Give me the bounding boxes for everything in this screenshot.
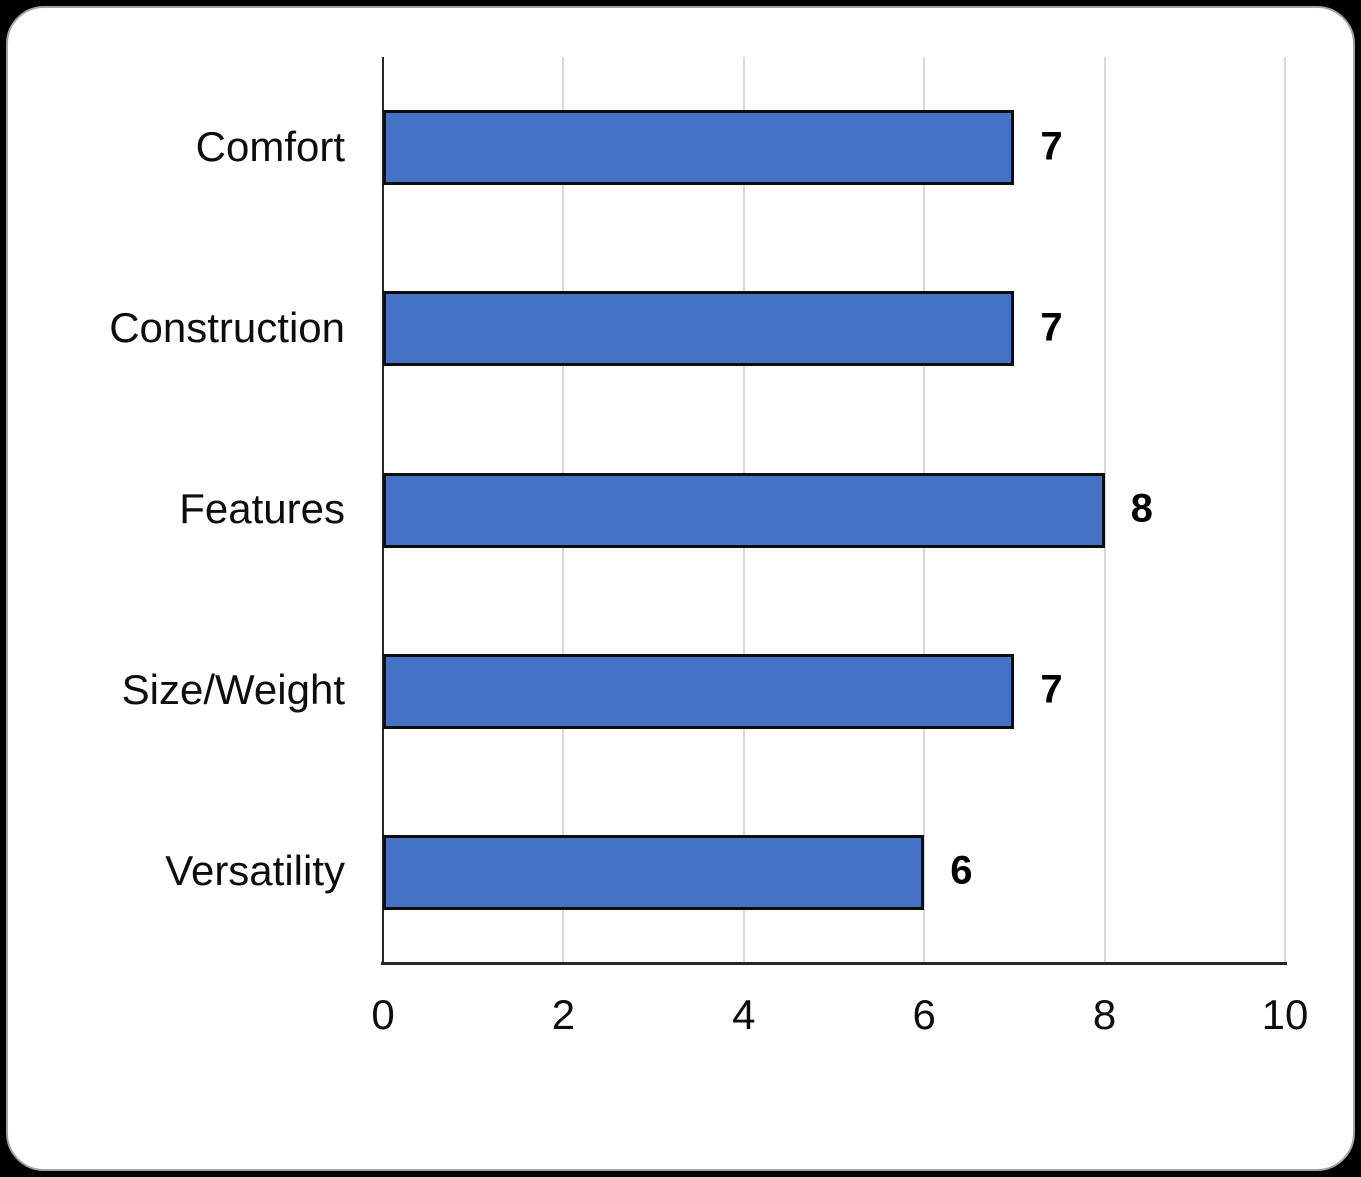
x-axis-tick-labels: 0 2 4 6 8 10 (371, 991, 1308, 1051)
category-label: Construction (109, 303, 345, 351)
chart-card: 7 7 8 7 6 Comfort Construction Features Size/We… (6, 6, 1355, 1171)
category-label: Comfort (195, 122, 345, 170)
bar-value-label: 6 (950, 848, 973, 893)
gridline-x-8 (1103, 57, 1106, 963)
x-tick-label-2: 2 (551, 991, 576, 1038)
y-axis-category-labels: Comfort Construction Features Size/Weight Ve… (8, 57, 345, 963)
bar-value-label: 7 (1040, 124, 1063, 169)
category-label: Size/Weight (121, 666, 345, 714)
bar-versatility (383, 834, 925, 910)
plot-area: 7 7 8 7 6 (381, 57, 1287, 965)
x-tick-label-0: 0 (371, 991, 395, 1038)
bar-size-weight (383, 653, 1015, 729)
bar-comfort (383, 110, 1015, 186)
gridline-x-10 (1284, 57, 1286, 963)
bar-value-label: 7 (1040, 667, 1063, 712)
bar-construction (383, 291, 1015, 367)
x-tick-label-10: 10 (1261, 991, 1309, 1038)
x-axis-line (381, 962, 1287, 965)
bar-features (383, 472, 1105, 548)
x-tick-label-8: 8 (1092, 991, 1117, 1038)
bar-value-label: 7 (1040, 305, 1063, 350)
x-tick-label-4: 4 (732, 991, 756, 1038)
bar-value-label: 8 (1130, 486, 1153, 531)
category-label: Versatility (165, 847, 345, 895)
x-tick-label-6: 6 (912, 991, 936, 1038)
category-label: Features (179, 485, 345, 533)
